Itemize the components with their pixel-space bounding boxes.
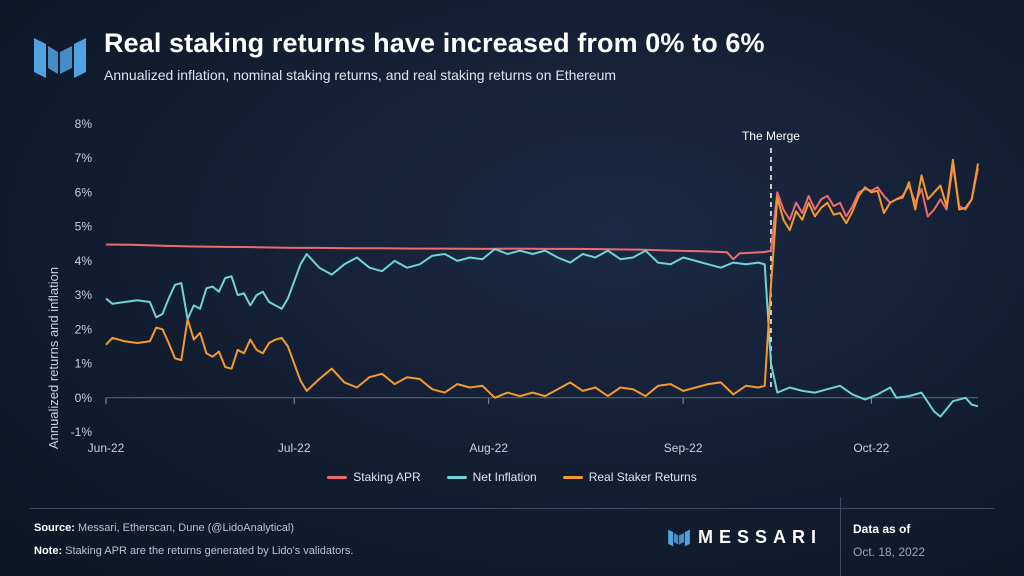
y-tick-label: 1%: [75, 357, 93, 371]
x-tick-label: Sep-22: [664, 441, 703, 455]
x-tick-label: Oct-22: [853, 441, 889, 455]
footer-divider: [30, 508, 994, 509]
real-staker-returns-line: [105, 158, 979, 399]
data-as-of-label: Data as of: [853, 522, 911, 536]
y-axis: -1% 0% 1% 2% 3% 4% 5% 6% 7% 8%: [71, 117, 978, 439]
x-tick-label: Aug-22: [469, 441, 508, 455]
messari-small-logo-icon: [668, 529, 690, 546]
legend-swatch: [446, 475, 467, 479]
merge-annotation: The Merge: [742, 129, 800, 388]
legend-item: Net Inflation: [446, 470, 537, 484]
y-tick-label: 4%: [75, 254, 93, 268]
data-as-of-date: Oct. 18, 2022: [853, 545, 926, 559]
messari-logo-icon: [34, 38, 86, 78]
footnote: Note: Staking APR are the returns genera…: [34, 545, 354, 557]
x-axis: Jun-22 Jul-22 Aug-22 Sep-22 Oct-22: [88, 397, 890, 455]
y-tick-label: -1%: [71, 425, 93, 439]
legend-item: Real Staker Returns: [562, 470, 697, 484]
y-tick-label: 5%: [75, 220, 93, 234]
source-note: Source: Messari, Etherscan, Dune (@LidoA…: [34, 522, 295, 534]
merge-label: The Merge: [742, 129, 800, 143]
y-tick-label: 3%: [75, 288, 93, 302]
x-tick-label: Jul-22: [278, 441, 311, 455]
x-tick-label: Jun-22: [88, 441, 125, 455]
brand-name: MESSARI: [698, 527, 823, 547]
legend-label: Net Inflation: [472, 470, 537, 484]
net-inflation-line: [105, 247, 979, 418]
y-tick-label: 2%: [75, 322, 93, 336]
series-lines: [105, 158, 979, 418]
chart-subtitle: Annualized inflation, nominal staking re…: [104, 67, 617, 83]
legend-swatch: [562, 475, 583, 479]
brand: MESSARI: [668, 527, 822, 548]
y-tick-label: 8%: [75, 117, 93, 131]
legend: Staking APR Net Inflation Real Staker Retu…: [0, 470, 1024, 484]
chart-title: Real staking returns have increased from…: [104, 28, 765, 58]
legend-label: Staking APR: [353, 470, 421, 484]
legend-label: Real Staker Returns: [588, 470, 697, 484]
staking-apr-line: [105, 164, 979, 261]
line-chart: -1% 0% 1% 2% 3% 4% 5% 6% 7% 8% Jun-22 Jul-22 Aug-22…: [46, 117, 979, 455]
y-tick-label: 7%: [75, 151, 93, 165]
legend-item: Staking APR: [327, 470, 421, 484]
y-tick-label: 6%: [75, 185, 93, 199]
y-tick-label: 0%: [75, 391, 93, 405]
y-axis-label: Annualized returns and inflation: [46, 267, 61, 449]
footer-vertical-divider: [840, 497, 841, 576]
legend-swatch: [327, 475, 348, 479]
